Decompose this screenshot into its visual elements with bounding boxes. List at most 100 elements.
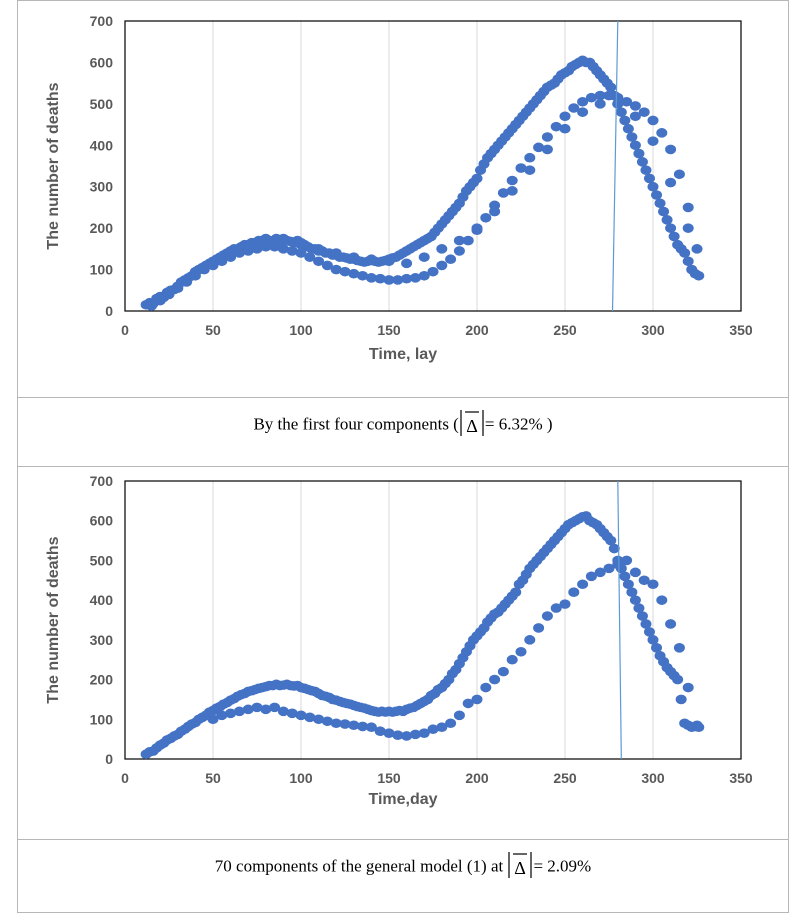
scatter-point — [330, 718, 342, 729]
scatter-point — [313, 244, 325, 254]
scatter-point — [559, 111, 571, 122]
scatter-point — [622, 579, 634, 590]
scatter-point — [603, 563, 615, 574]
y-tick-label: 400 — [90, 137, 114, 153]
scatter-point — [691, 244, 703, 254]
scatter-point — [348, 268, 360, 279]
plot-frame — [124, 20, 742, 312]
scatter-point — [675, 694, 687, 705]
scatter-point — [436, 260, 448, 271]
scatter-point — [506, 175, 518, 186]
scatter-point — [658, 206, 670, 217]
chart-cell-1: 0 50 100 150 200 250 300 350 0 100 200 300 400 500 600… — [17, 0, 789, 398]
scatter-point — [216, 256, 228, 267]
scatter-point — [427, 266, 439, 277]
scatter-point — [365, 722, 377, 733]
scatter-point — [225, 248, 237, 258]
x-tick-label: 50 — [205, 322, 221, 338]
scatter-point — [374, 726, 386, 736]
scatter-point — [672, 674, 684, 685]
x-tick-label: 300 — [641, 322, 665, 338]
scatter-point — [339, 266, 351, 277]
scatter-point — [489, 206, 501, 217]
y-tick-label: 400 — [90, 592, 114, 608]
scatter-point — [277, 706, 289, 717]
scatter-point — [365, 273, 377, 283]
scatter-point — [251, 702, 263, 713]
scatter-point — [661, 215, 673, 225]
scatter-point — [330, 264, 342, 275]
scatter-point — [286, 246, 298, 256]
scatter-point — [392, 730, 404, 740]
scatter-point — [643, 627, 655, 637]
caption-1-suffix: ) — [542, 414, 553, 434]
scatter-point — [392, 275, 404, 285]
scatter-point — [541, 132, 553, 142]
scatter-point — [357, 270, 369, 281]
scatter-point — [585, 92, 597, 103]
scatter-point — [401, 273, 413, 284]
scatter-point — [656, 595, 668, 605]
scatter-point — [577, 107, 589, 117]
scatter-point — [647, 181, 659, 192]
scatter-point — [277, 235, 289, 246]
scatter-point — [654, 198, 666, 209]
scatter-point — [510, 587, 522, 597]
x-tick-label: 0 — [121, 322, 129, 338]
scatter-point — [383, 728, 395, 738]
y-tick-label: 300 — [90, 632, 114, 648]
scatter-point — [242, 241, 254, 252]
x-axis-label: Time,day — [368, 791, 437, 808]
x-tick-label: 200 — [465, 770, 489, 786]
svg-text:Δ: Δ — [466, 416, 478, 436]
x-tick-label: 50 — [205, 770, 221, 786]
y-tick-label: 200 — [90, 220, 114, 236]
scatter-point — [633, 148, 645, 159]
x-tick-label: 350 — [729, 322, 753, 338]
scatter-point — [594, 567, 606, 578]
scatter-point — [480, 682, 492, 693]
scatter-point — [619, 115, 631, 126]
y-tick-label: 700 — [90, 473, 114, 489]
scatter-point — [615, 107, 627, 117]
scatter-point — [462, 235, 474, 246]
scatter-point — [638, 575, 650, 586]
scatter-point — [471, 173, 483, 184]
scatter-point — [313, 714, 325, 725]
y-tick-label: 100 — [90, 262, 114, 278]
scatter-point — [605, 82, 617, 93]
scatter-point — [251, 244, 263, 254]
scatter-point — [524, 635, 536, 645]
scatter-point — [647, 579, 659, 590]
scatter-point — [172, 283, 184, 294]
scatter-point — [480, 212, 492, 223]
scatter-point — [679, 248, 691, 258]
caption-cell-1: By the first four components (Δ = 6.32% ) — [17, 397, 789, 467]
scatter-point — [277, 244, 289, 254]
scatter-point — [348, 252, 360, 262]
scatter-point — [651, 190, 663, 200]
y-tick-label: 0 — [105, 303, 113, 319]
x-tick-label: 250 — [553, 770, 577, 786]
scatter-point — [665, 144, 677, 155]
y-axis-label: The number of deaths — [45, 536, 62, 703]
scatter-point — [365, 254, 377, 265]
scatter-point — [409, 729, 421, 740]
scatter-point — [621, 555, 633, 566]
scatter-point — [497, 188, 509, 198]
scatter-point — [626, 587, 638, 597]
scatter-point — [533, 623, 545, 633]
y-axis-label: The number of deaths — [45, 82, 62, 249]
scatter-point — [497, 666, 509, 677]
y-tick-label: 0 — [105, 751, 113, 767]
scatter-point — [216, 710, 228, 721]
x-tick-label: 300 — [641, 770, 665, 786]
y-tick-label: 500 — [90, 96, 114, 112]
scatter-point — [643, 173, 655, 184]
scatter-point — [577, 579, 589, 590]
chart-2: 0 50 100 150 200 250 300 350 0 100 200 300 400 500 600… — [45, 473, 753, 808]
x-tick-label: 350 — [729, 770, 753, 786]
scatter-point — [401, 731, 413, 741]
scatter-point — [612, 99, 624, 109]
scatter-point — [207, 260, 219, 271]
